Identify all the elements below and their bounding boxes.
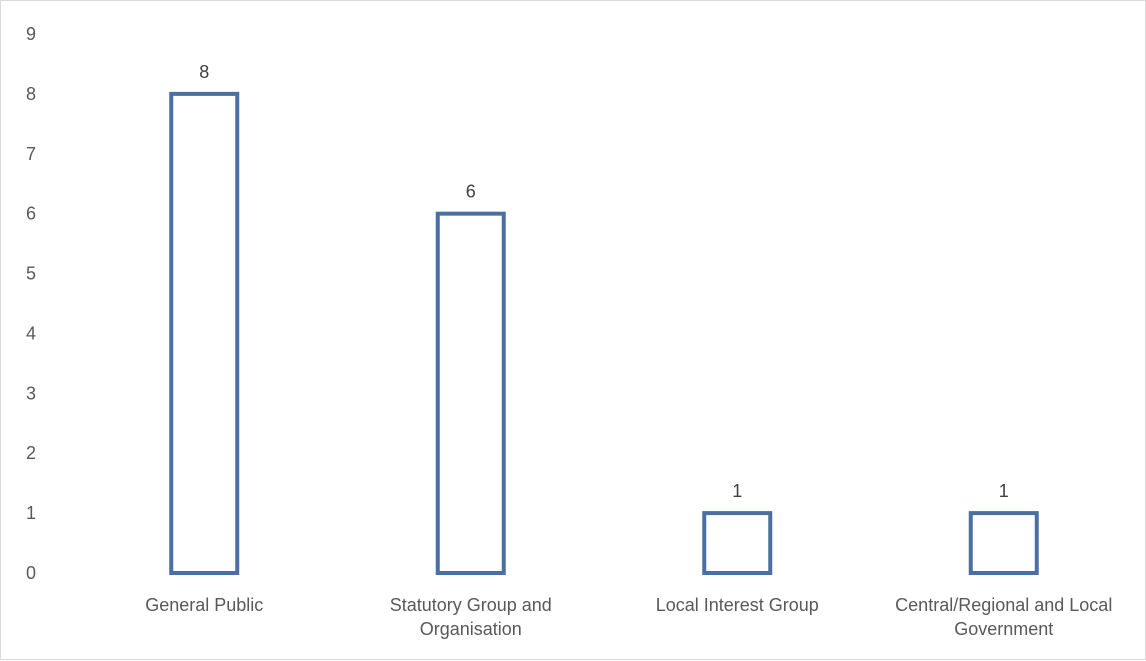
bar-0: [169, 91, 240, 575]
bar-2: [702, 511, 773, 575]
data-label-3: 1: [999, 481, 1009, 501]
category-label-3: Central/Regional and Local Government: [895, 595, 1112, 639]
category-label-3-line-1: Government: [954, 619, 1053, 639]
y-tick-label-3: 3: [26, 383, 36, 403]
data-labels: 8 6 1 1: [199, 62, 1009, 501]
y-tick-label-8: 8: [26, 84, 36, 104]
category-label-1: Statutory Group and Organisation: [390, 595, 552, 639]
y-tick-label-4: 4: [26, 323, 36, 343]
y-tick-label-6: 6: [26, 204, 36, 224]
category-label-3-line-0: Central/Regional and Local: [895, 595, 1112, 615]
category-label-2: Local Interest Group: [656, 595, 819, 615]
y-tick-label-2: 2: [26, 443, 36, 463]
y-tick-label-1: 1: [26, 503, 36, 523]
category-label-0-line-0: General Public: [145, 595, 263, 615]
x-axis-labels: General Public Statutory Group and Organis…: [145, 595, 1112, 639]
category-label-0: General Public: [145, 595, 263, 615]
y-tick-label-0: 0: [26, 563, 36, 583]
data-label-1: 6: [466, 182, 476, 202]
y-tick-label-7: 7: [26, 144, 36, 164]
y-tick-label-9: 9: [26, 24, 36, 44]
category-label-1-line-1: Organisation: [420, 619, 522, 639]
data-label-2: 1: [732, 481, 742, 501]
bar-3: [968, 511, 1039, 575]
y-tick-label-5: 5: [26, 264, 36, 284]
y-axis-ticks: 0 1 2 3 4 5 6 7 8 9: [26, 24, 36, 583]
category-label-1-line-0: Statutory Group and: [390, 595, 552, 615]
bars: [169, 91, 1039, 576]
category-label-2-line-0: Local Interest Group: [656, 595, 819, 615]
data-label-0: 8: [199, 62, 209, 82]
bar-1: [435, 211, 506, 576]
